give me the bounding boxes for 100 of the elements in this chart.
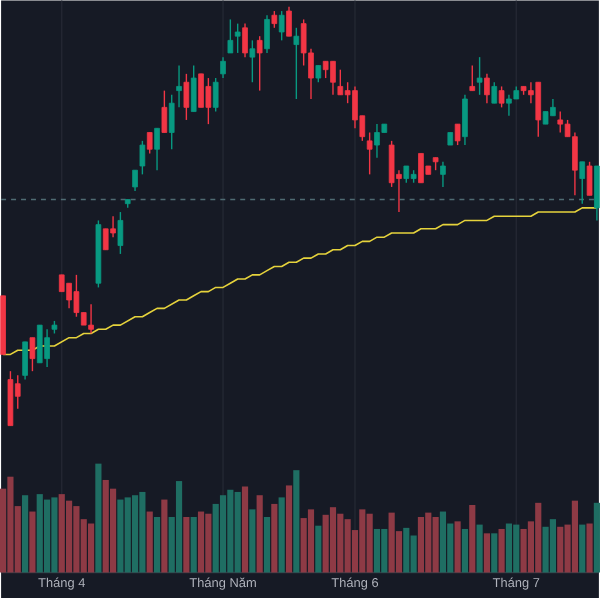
bar	[183, 516, 190, 573]
bar	[293, 469, 300, 573]
bar	[439, 511, 447, 573]
bar	[117, 499, 124, 573]
bar	[124, 497, 131, 573]
candlestick	[476, 56, 483, 96]
bar	[425, 512, 432, 573]
bar	[549, 518, 556, 573]
candlestick	[278, 10, 285, 41]
bar	[153, 516, 161, 573]
bar	[410, 535, 417, 573]
bar	[359, 509, 366, 573]
bar	[36, 493, 43, 573]
candlestick	[256, 35, 263, 92]
candlestick	[469, 64, 476, 92]
bar	[586, 523, 593, 573]
bar	[219, 495, 227, 573]
candlestick	[506, 93, 512, 117]
bar	[366, 513, 373, 573]
bar	[227, 489, 234, 573]
candlestick	[337, 68, 344, 96]
bar	[73, 505, 80, 573]
bar	[51, 497, 58, 573]
bar	[315, 525, 322, 573]
candlestick	[117, 211, 124, 255]
bar	[139, 491, 146, 573]
bar	[337, 513, 344, 573]
bar	[403, 527, 410, 573]
bar	[161, 499, 168, 573]
candlestick	[66, 282, 72, 309]
bar	[87, 523, 95, 573]
candlestick	[498, 85, 505, 108]
bar	[520, 528, 527, 573]
candlestick	[146, 131, 153, 154]
candlestick	[227, 18, 234, 54]
bar	[491, 533, 498, 573]
candlestick	[205, 77, 212, 125]
bar	[329, 507, 337, 573]
bar	[542, 526, 549, 573]
candlestick	[73, 273, 80, 318]
bar	[322, 514, 329, 573]
bar	[234, 491, 241, 573]
bar	[483, 533, 491, 573]
candlestick	[264, 14, 270, 54]
candlestick	[242, 22, 248, 58]
candlestick	[535, 81, 542, 138]
bar	[146, 511, 153, 573]
bar	[285, 485, 293, 573]
candlestick	[462, 93, 468, 146]
bar	[388, 512, 395, 573]
candlestick	[234, 22, 241, 54]
bar	[65, 500, 73, 573]
bar	[454, 521, 461, 573]
bar	[44, 499, 51, 573]
candlestick	[212, 77, 219, 113]
candlestick	[557, 110, 564, 134]
bar	[190, 516, 197, 573]
bar	[461, 528, 469, 573]
candlestick	[330, 60, 336, 96]
bar	[300, 517, 307, 573]
bar	[241, 486, 249, 573]
bar	[469, 504, 476, 573]
candlestick	[44, 328, 50, 368]
candlestick	[88, 303, 94, 335]
candlestick	[293, 26, 300, 100]
bar	[256, 495, 263, 573]
bar	[373, 528, 381, 573]
bar	[212, 503, 219, 573]
bar	[175, 480, 183, 573]
bar	[271, 503, 278, 573]
candlestick	[572, 131, 578, 196]
bar	[95, 463, 102, 573]
bar	[249, 509, 256, 573]
bar	[102, 479, 109, 573]
candlestick	[586, 160, 593, 196]
bar	[29, 511, 36, 573]
candlestick	[374, 123, 380, 159]
bar	[7, 476, 14, 573]
bar	[571, 500, 578, 573]
bar	[579, 524, 586, 573]
bar	[344, 518, 351, 573]
bar	[278, 497, 285, 573]
bar	[505, 523, 513, 573]
bar	[58, 493, 65, 573]
bar	[535, 502, 542, 573]
candlestick	[190, 64, 197, 113]
candlestick	[7, 370, 14, 427]
bar	[381, 528, 388, 573]
bar	[22, 495, 29, 573]
candlestick	[579, 160, 586, 205]
candlestick	[418, 152, 424, 184]
candlestick	[36, 324, 43, 364]
candlestick	[198, 72, 204, 108]
bar	[109, 488, 117, 573]
candlestick	[352, 85, 358, 129]
bar	[557, 526, 564, 573]
bar	[263, 516, 271, 573]
candlestick	[286, 5, 292, 37]
candlestick	[139, 139, 146, 175]
bar	[197, 511, 205, 573]
